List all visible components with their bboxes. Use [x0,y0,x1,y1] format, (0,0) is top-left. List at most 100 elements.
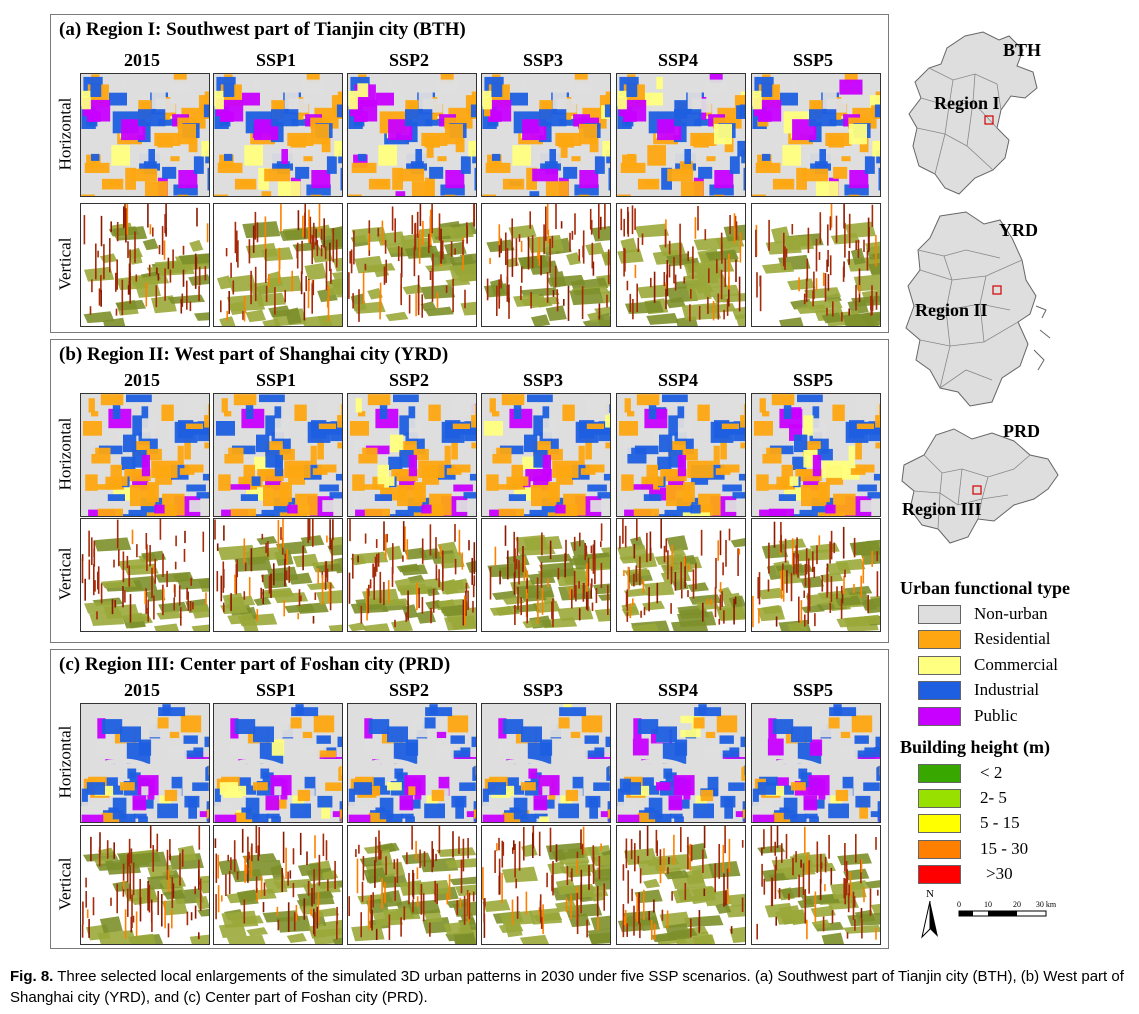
horizontal-map-tile [616,703,746,823]
caption-label: Fig. 8. [10,968,54,985]
horizontal-map-tile [80,703,210,823]
column-header: SSP4 [657,370,699,390]
legend-item: 2- 5 [918,788,1128,809]
vertical-3d-tile [616,825,746,945]
row-label: Vertical [55,237,75,291]
vertical-3d-tile [481,203,611,327]
vertical-3d-tile [481,518,611,632]
map-region-label: Region II [915,300,988,320]
legend-swatch [918,840,961,859]
column-header: SSP1 [255,370,297,390]
legend-item: Non-urban [918,604,1128,625]
column-header: SSP2 [388,50,430,70]
legend-item: Commercial [918,655,1128,676]
vertical-3d-tile [80,203,210,327]
vertical-3d-tile [347,518,477,632]
map-name-label: YRD [999,220,1038,240]
horizontal-map-tile [751,73,881,197]
column-header: SSP5 [792,370,834,390]
legend-functional-title: Urban functional type [900,578,1071,598]
legend-swatch [918,656,961,675]
vertical-3d-tile [616,203,746,327]
north-label: N [926,888,934,900]
vertical-3d-tile [751,518,881,632]
vertical-3d-tile [80,825,210,945]
legend-item: 15 - 30 [918,839,1128,860]
vertical-3d-tile [213,825,343,945]
horizontal-map-tile [751,393,881,517]
horizontal-map-tile [481,73,611,197]
horizontal-map-tile [347,703,477,823]
vertical-3d-tile [481,825,611,945]
vertical-3d-tile [213,203,343,327]
column-header: 2015 [124,680,160,700]
column-header: SSP3 [522,50,564,70]
panel-title: (a) Region I: Southwest part of Tianjin … [59,19,466,40]
prd-locator-map [901,428,1059,544]
legend-label: 2- 5 [980,788,1007,807]
legend-label: 5 - 15 [980,813,1020,832]
legend-swatch [918,764,961,783]
panel-title: (b) Region II: West part of Shanghai cit… [59,344,449,365]
row-label: Vertical [55,547,75,601]
row-label: Horizontal [55,417,75,491]
scale-tick: 30 km [1036,900,1057,909]
legend-label: Public [974,706,1018,725]
north-arrow-icon [921,900,938,939]
column-header: SSP3 [522,370,564,390]
horizontal-map-tile [347,73,477,197]
vertical-3d-tile [616,518,746,632]
legend-swatch [918,681,961,700]
legend-label: Commercial [974,655,1059,674]
vertical-3d-tile [751,825,881,945]
legend-label: Non-urban [974,604,1048,623]
vertical-3d-tile [347,825,477,945]
row-label: Horizontal [55,97,75,171]
row-label: Horizontal [55,725,75,799]
legend-swatch [918,814,961,833]
vertical-3d-tile [80,518,210,632]
column-header: SSP1 [255,50,297,70]
vertical-3d-tile [751,203,881,327]
legend-height-title: Building height (m) [900,737,1051,757]
vertical-3d-tile [347,203,477,327]
map-name-label: BTH [1003,40,1042,60]
horizontal-map-tile [616,393,746,517]
horizontal-map-tile [481,703,611,823]
horizontal-map-tile [213,393,343,517]
map-region-label: Region I [934,93,1000,113]
horizontal-map-tile [616,73,746,197]
horizontal-map-tile [213,703,343,823]
column-header: SSP2 [388,370,430,390]
scale-bar: N 0 10 20 30 km [921,888,1057,939]
legend-item: >30 [918,864,1128,885]
column-header: SSP4 [657,50,699,70]
legend-swatch [918,630,961,649]
column-header: 2015 [124,50,160,70]
column-header: 2015 [124,370,160,390]
horizontal-map-tile [80,393,210,517]
yrd-locator-map [905,211,1051,407]
scale-tick: 0 [957,900,961,909]
legend-swatch [918,605,961,624]
horizontal-map-tile [213,73,343,197]
bth-locator-map [908,31,1038,195]
vertical-3d-tile [213,518,343,632]
legend-item: 5 - 15 [918,813,1128,834]
legend-label: 15 - 30 [980,839,1029,858]
legend-swatch [918,865,961,884]
horizontal-map-tile [481,393,611,517]
scale-tick: 10 [984,900,992,909]
legend-item: Public [918,706,1128,727]
figure-caption: Fig. 8. Three selected local enlargement… [10,966,1130,1008]
column-header: SSP2 [388,680,430,700]
column-header: SSP4 [657,680,699,700]
map-region-label: Region III [902,499,982,519]
column-header: SSP1 [255,680,297,700]
column-header: SSP5 [792,680,834,700]
row-label: Vertical [55,857,75,911]
legend-item: Residential [918,629,1128,650]
legend-item: < 2 [918,763,1128,784]
caption-text: Three selected local enlargements of the… [10,968,1124,1006]
legend-label: >30 [986,864,1013,883]
